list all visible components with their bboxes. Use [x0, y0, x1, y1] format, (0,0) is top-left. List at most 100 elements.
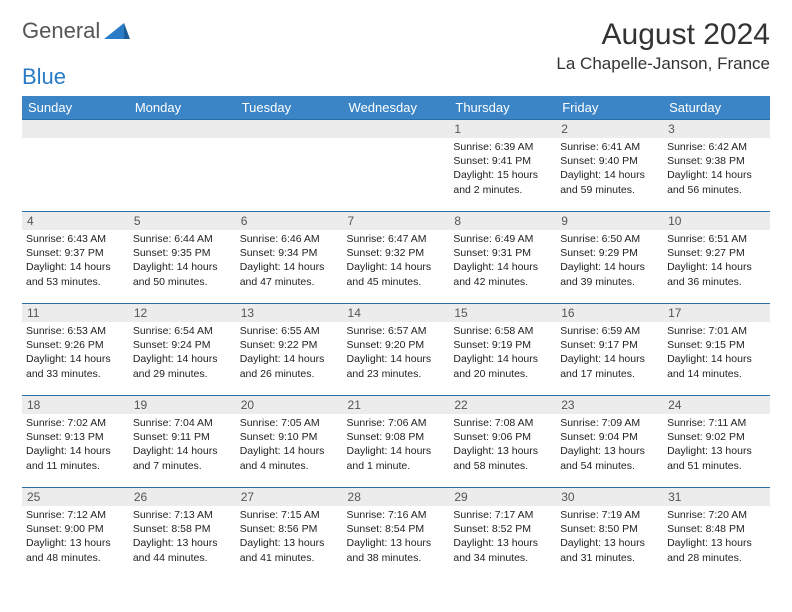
sunrise-line: Sunrise: 6:54 AM — [133, 324, 232, 338]
sunrise-line: Sunrise: 7:04 AM — [133, 416, 232, 430]
daylight-line: Daylight: 14 hours and 23 minutes. — [347, 352, 446, 380]
day-number: 22 — [449, 396, 556, 414]
calendar-day-cell: 7Sunrise: 6:47 AMSunset: 9:32 PMDaylight… — [343, 212, 450, 304]
day-details: Sunrise: 6:57 AMSunset: 9:20 PMDaylight:… — [343, 322, 450, 385]
sunset-line: Sunset: 9:31 PM — [453, 246, 552, 260]
day-number: 11 — [22, 304, 129, 322]
sunrise-line: Sunrise: 6:57 AM — [347, 324, 446, 338]
daylight-line: Daylight: 13 hours and 48 minutes. — [26, 536, 125, 564]
sunrise-line: Sunrise: 6:55 AM — [240, 324, 339, 338]
daylight-line: Daylight: 13 hours and 54 minutes. — [560, 444, 659, 472]
sunrise-line: Sunrise: 6:47 AM — [347, 232, 446, 246]
calendar-day-cell: 17Sunrise: 7:01 AMSunset: 9:15 PMDayligh… — [663, 304, 770, 396]
calendar-day-cell: 31Sunrise: 7:20 AMSunset: 8:48 PMDayligh… — [663, 488, 770, 580]
sunrise-line: Sunrise: 6:51 AM — [667, 232, 766, 246]
sunset-line: Sunset: 9:40 PM — [560, 154, 659, 168]
day-details: Sunrise: 7:09 AMSunset: 9:04 PMDaylight:… — [556, 414, 663, 477]
calendar-day-cell: 30Sunrise: 7:19 AMSunset: 8:50 PMDayligh… — [556, 488, 663, 580]
daylight-line: Daylight: 14 hours and 7 minutes. — [133, 444, 232, 472]
sunrise-line: Sunrise: 7:08 AM — [453, 416, 552, 430]
sunset-line: Sunset: 9:10 PM — [240, 430, 339, 444]
weekday-header: Sunday — [22, 96, 129, 120]
calendar-week-row: 4Sunrise: 6:43 AMSunset: 9:37 PMDaylight… — [22, 212, 770, 304]
sunrise-line: Sunrise: 7:02 AM — [26, 416, 125, 430]
calendar-day-cell: 6Sunrise: 6:46 AMSunset: 9:34 PMDaylight… — [236, 212, 343, 304]
sunset-line: Sunset: 8:58 PM — [133, 522, 232, 536]
calendar-day-cell: 20Sunrise: 7:05 AMSunset: 9:10 PMDayligh… — [236, 396, 343, 488]
sunrise-line: Sunrise: 6:50 AM — [560, 232, 659, 246]
day-number-empty — [129, 120, 236, 138]
sunset-line: Sunset: 9:38 PM — [667, 154, 766, 168]
sunrise-line: Sunrise: 6:44 AM — [133, 232, 232, 246]
daylight-line: Daylight: 14 hours and 4 minutes. — [240, 444, 339, 472]
day-number: 30 — [556, 488, 663, 506]
daylight-line: Daylight: 14 hours and 29 minutes. — [133, 352, 232, 380]
calendar-day-cell: 2Sunrise: 6:41 AMSunset: 9:40 PMDaylight… — [556, 120, 663, 212]
sunrise-line: Sunrise: 7:16 AM — [347, 508, 446, 522]
day-number: 3 — [663, 120, 770, 138]
sunset-line: Sunset: 9:24 PM — [133, 338, 232, 352]
calendar-day-cell: 28Sunrise: 7:16 AMSunset: 8:54 PMDayligh… — [343, 488, 450, 580]
brand-name-2: Blue — [22, 64, 770, 90]
day-number: 12 — [129, 304, 236, 322]
daylight-line: Daylight: 14 hours and 26 minutes. — [240, 352, 339, 380]
calendar-day-cell: 11Sunrise: 6:53 AMSunset: 9:26 PMDayligh… — [22, 304, 129, 396]
day-details: Sunrise: 7:16 AMSunset: 8:54 PMDaylight:… — [343, 506, 450, 569]
day-number: 7 — [343, 212, 450, 230]
calendar-day-cell: 1Sunrise: 6:39 AMSunset: 9:41 PMDaylight… — [449, 120, 556, 212]
sunset-line: Sunset: 9:26 PM — [26, 338, 125, 352]
daylight-line: Daylight: 13 hours and 58 minutes. — [453, 444, 552, 472]
calendar-day-cell: 27Sunrise: 7:15 AMSunset: 8:56 PMDayligh… — [236, 488, 343, 580]
daylight-line: Daylight: 13 hours and 34 minutes. — [453, 536, 552, 564]
calendar-day-cell: 3Sunrise: 6:42 AMSunset: 9:38 PMDaylight… — [663, 120, 770, 212]
daylight-line: Daylight: 14 hours and 56 minutes. — [667, 168, 766, 196]
day-details: Sunrise: 6:58 AMSunset: 9:19 PMDaylight:… — [449, 322, 556, 385]
day-details: Sunrise: 7:17 AMSunset: 8:52 PMDaylight:… — [449, 506, 556, 569]
day-details: Sunrise: 7:20 AMSunset: 8:48 PMDaylight:… — [663, 506, 770, 569]
day-details: Sunrise: 7:04 AMSunset: 9:11 PMDaylight:… — [129, 414, 236, 477]
sunset-line: Sunset: 9:06 PM — [453, 430, 552, 444]
day-details: Sunrise: 6:46 AMSunset: 9:34 PMDaylight:… — [236, 230, 343, 293]
calendar-week-row: 11Sunrise: 6:53 AMSunset: 9:26 PMDayligh… — [22, 304, 770, 396]
calendar-week-row: 25Sunrise: 7:12 AMSunset: 9:00 PMDayligh… — [22, 488, 770, 580]
calendar-day-cell — [129, 120, 236, 212]
day-details: Sunrise: 6:53 AMSunset: 9:26 PMDaylight:… — [22, 322, 129, 385]
calendar-day-cell: 9Sunrise: 6:50 AMSunset: 9:29 PMDaylight… — [556, 212, 663, 304]
calendar-day-cell: 4Sunrise: 6:43 AMSunset: 9:37 PMDaylight… — [22, 212, 129, 304]
sunset-line: Sunset: 9:00 PM — [26, 522, 125, 536]
daylight-line: Daylight: 14 hours and 1 minute. — [347, 444, 446, 472]
day-number: 28 — [343, 488, 450, 506]
calendar-day-cell: 23Sunrise: 7:09 AMSunset: 9:04 PMDayligh… — [556, 396, 663, 488]
calendar-week-row: 18Sunrise: 7:02 AMSunset: 9:13 PMDayligh… — [22, 396, 770, 488]
day-number: 24 — [663, 396, 770, 414]
sunrise-line: Sunrise: 6:58 AM — [453, 324, 552, 338]
daylight-line: Daylight: 13 hours and 28 minutes. — [667, 536, 766, 564]
sunset-line: Sunset: 9:11 PM — [133, 430, 232, 444]
weekday-header: Saturday — [663, 96, 770, 120]
daylight-line: Daylight: 15 hours and 2 minutes. — [453, 168, 552, 196]
calendar-day-cell: 25Sunrise: 7:12 AMSunset: 9:00 PMDayligh… — [22, 488, 129, 580]
sunset-line: Sunset: 9:37 PM — [26, 246, 125, 260]
day-details: Sunrise: 6:44 AMSunset: 9:35 PMDaylight:… — [129, 230, 236, 293]
weekday-header-row: SundayMondayTuesdayWednesdayThursdayFrid… — [22, 96, 770, 120]
brand-name-1: General — [22, 18, 100, 44]
sunset-line: Sunset: 9:29 PM — [560, 246, 659, 260]
day-number: 20 — [236, 396, 343, 414]
day-number: 16 — [556, 304, 663, 322]
sunset-line: Sunset: 9:08 PM — [347, 430, 446, 444]
sunrise-line: Sunrise: 6:39 AM — [453, 140, 552, 154]
calendar-day-cell — [343, 120, 450, 212]
calendar-day-cell: 14Sunrise: 6:57 AMSunset: 9:20 PMDayligh… — [343, 304, 450, 396]
day-details: Sunrise: 6:59 AMSunset: 9:17 PMDaylight:… — [556, 322, 663, 385]
sunrise-line: Sunrise: 7:06 AM — [347, 416, 446, 430]
day-number: 17 — [663, 304, 770, 322]
daylight-line: Daylight: 13 hours and 38 minutes. — [347, 536, 446, 564]
calendar-day-cell — [236, 120, 343, 212]
day-details: Sunrise: 7:15 AMSunset: 8:56 PMDaylight:… — [236, 506, 343, 569]
daylight-line: Daylight: 14 hours and 14 minutes. — [667, 352, 766, 380]
weekday-header: Thursday — [449, 96, 556, 120]
sunset-line: Sunset: 8:50 PM — [560, 522, 659, 536]
day-details: Sunrise: 6:51 AMSunset: 9:27 PMDaylight:… — [663, 230, 770, 293]
calendar-day-cell: 13Sunrise: 6:55 AMSunset: 9:22 PMDayligh… — [236, 304, 343, 396]
day-number: 18 — [22, 396, 129, 414]
